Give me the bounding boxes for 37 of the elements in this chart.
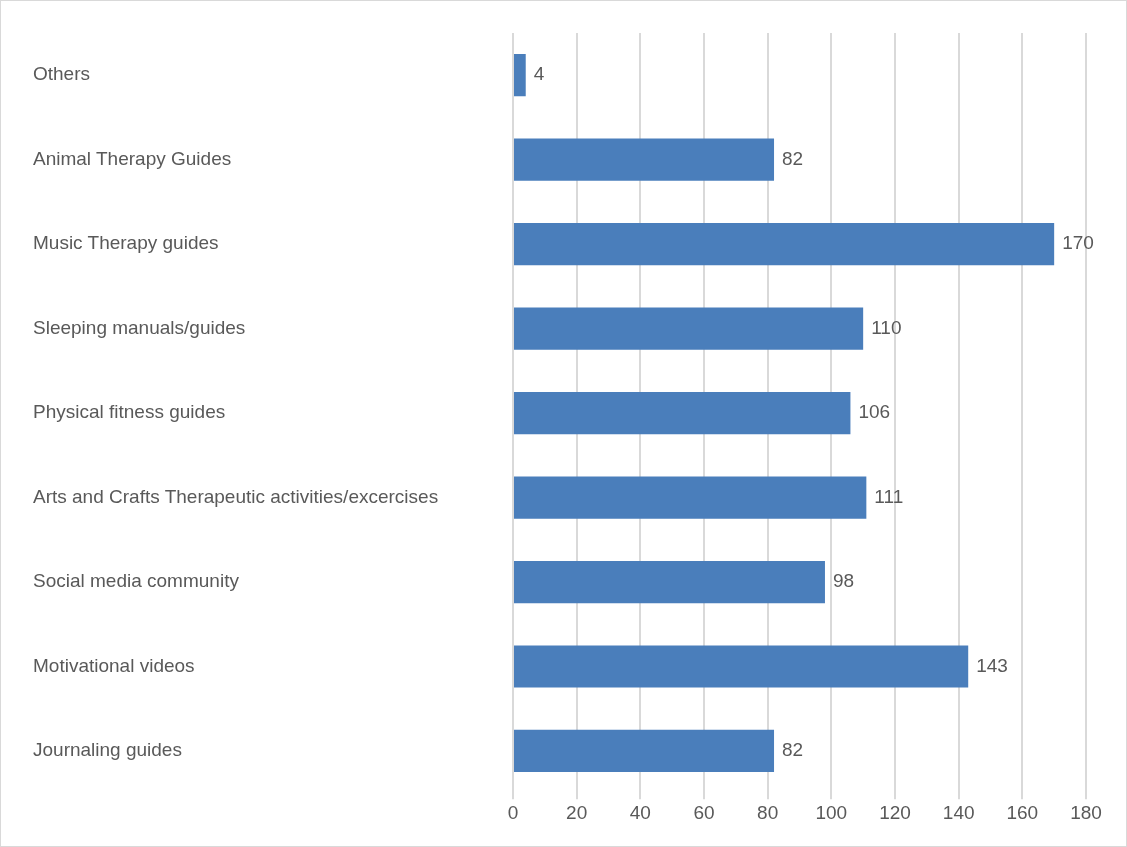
x-tick-label: 60 <box>693 801 715 823</box>
data-label: 110 <box>871 316 902 338</box>
x-tick-label: 20 <box>566 801 588 823</box>
y-tick-label: Journaling guides <box>33 739 182 761</box>
data-label: 170 <box>1062 232 1094 254</box>
y-tick-label: Sleeping manuals/guides <box>33 316 246 338</box>
x-tick-label: 160 <box>1006 801 1039 823</box>
bar <box>514 476 867 519</box>
x-tick-label: 180 <box>1070 801 1102 823</box>
bar <box>514 560 825 604</box>
y-tick-label: Music Therapy guides <box>33 232 219 254</box>
data-label: 106 <box>858 401 891 423</box>
y-tick-label: Others <box>33 63 91 85</box>
bar <box>514 223 1055 266</box>
y-tick-label: Animal Therapy Guides <box>33 147 232 169</box>
x-tick-label: 80 <box>757 801 779 823</box>
data-label: 111 <box>874 485 904 507</box>
data-label: 82 <box>782 739 804 761</box>
x-tick-label: 100 <box>815 801 848 823</box>
data-label: 4 <box>533 63 545 85</box>
bar <box>514 138 775 181</box>
y-tick-label: Physical fitness guides <box>33 401 226 423</box>
data-label: 98 <box>832 570 855 592</box>
bar <box>514 729 775 773</box>
x-tick-label: 40 <box>629 801 651 823</box>
x-tick-label: 0 <box>507 801 519 823</box>
data-label: 82 <box>782 147 804 169</box>
y-tick-label: Motivational videos <box>33 654 195 676</box>
bar <box>514 391 851 435</box>
bar <box>514 645 969 688</box>
y-tick-label: Social media community <box>33 570 240 592</box>
y-tick-label: Arts and Crafts Therapeutic activities/excercises <box>33 485 439 507</box>
bar <box>514 307 864 350</box>
x-tick-label: 120 <box>879 801 911 823</box>
bar <box>514 54 526 97</box>
x-tick-label: 140 <box>942 801 975 823</box>
data-label: 143 <box>976 654 1008 676</box>
